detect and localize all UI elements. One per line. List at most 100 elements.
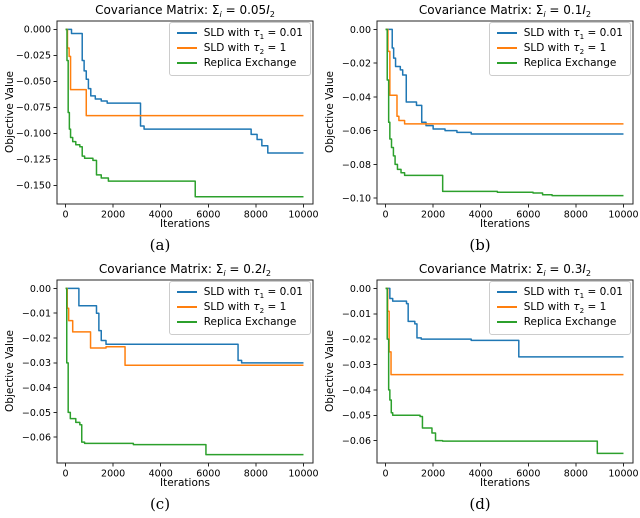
y-tick-label: −0.10 [342, 193, 371, 204]
legend-item-sld-tau2: SLD with τ2 = 1 [496, 300, 623, 315]
legend-item-sld-tau1: SLD with τ1 = 0.01 [176, 26, 303, 41]
text-part: 2 [269, 8, 275, 19]
x-tick-label: 2000 [421, 469, 445, 480]
text-part: τ [253, 286, 260, 298]
y-axis-label: Objective Value [4, 330, 16, 412]
x-tick-label: 10000 [288, 210, 318, 221]
legend-label: Replica Exchange [204, 56, 297, 70]
text-part: SLD with [523, 286, 574, 298]
x-tick-label: 6000 [516, 469, 540, 480]
text-part: = 1 [264, 301, 287, 314]
y-tick-label: −0.125 [16, 155, 51, 166]
subfigure-b: 0 2000 4000 6000 8000 10000 0.00 −0.02 −0.04 −0.0… [320, 0, 640, 259]
text-part: I [582, 3, 586, 17]
y-tick-label: −0.075 [16, 103, 51, 114]
text-part: Covariance Matrix: [98, 262, 216, 276]
text-part: SLD with [203, 27, 254, 39]
y-axis-label: Objective Value [324, 71, 336, 153]
x-tick-label: 4000 [469, 210, 493, 221]
text-part: τ [573, 301, 580, 314]
series-line-sld-tau1 [385, 287, 624, 358]
legend: SLD with τ1 = 0.01 SLD with τ2 = 1 Replica… [488, 281, 631, 335]
legend-label: SLD with τ2 = 1 [203, 300, 287, 315]
legend-item-replica-exchange: Replica Exchange [176, 315, 303, 329]
text-part: Replica Exchange [523, 316, 617, 329]
y-tick-label: −0.05 [342, 411, 371, 422]
y-tick-label: −0.02 [342, 59, 371, 70]
text-part: 2 [585, 8, 592, 19]
subfigure-c: 0 2000 4000 6000 8000 10000 0.00 −0.01 −0.02 −0.0… [0, 259, 320, 518]
x-tick-label: 2000 [101, 469, 125, 480]
y-tick-label: −0.04 [342, 92, 371, 103]
chart-title: Covariance Matrix: Σi = 0.05I2 [35, 3, 335, 19]
text-part: SLD with [203, 301, 254, 314]
text-part: = 1 [264, 42, 287, 55]
x-axis-label: Iterations [159, 477, 210, 489]
series-line-sld-tau1 [385, 28, 624, 135]
series-line-sld-tau1 [65, 287, 304, 364]
legend-item-sld-tau2: SLD with τ2 = 1 [176, 300, 303, 315]
legend-label: Replica Exchange [524, 56, 617, 70]
y-tick-label: −0.06 [342, 126, 371, 137]
text-part: = 0.05 [221, 3, 267, 17]
text-part: = 0.01 [584, 27, 623, 39]
legend-label: SLD with τ1 = 0.01 [203, 26, 303, 41]
text-part: Covariance Matrix: [418, 3, 536, 17]
x-axis-label: Iterations [159, 218, 210, 230]
legend-label: SLD with τ1 = 0.01 [523, 26, 623, 41]
text-part: = 0.2 [225, 262, 263, 276]
text-part: 2 [265, 267, 272, 278]
x-tick-label: 6000 [196, 210, 220, 221]
legend-line-swatch [496, 291, 517, 294]
legend-item-sld-tau1: SLD with τ1 = 0.01 [176, 285, 303, 300]
x-tick-label: 4000 [149, 210, 173, 221]
legend-line-swatch [176, 47, 197, 50]
text-part: I [262, 262, 266, 276]
text-part: 2 [579, 46, 585, 56]
text-part: i [543, 267, 546, 278]
x-tick-label: 0 [63, 210, 69, 221]
axes-frame [56, 20, 314, 205]
chart-title: Covariance Matrix: Σi = 0.1I2 [355, 3, 640, 19]
legend-label: SLD with τ2 = 1 [203, 41, 287, 56]
legend-item-replica-exchange: Replica Exchange [176, 56, 303, 70]
y-tick-label: −0.06 [342, 436, 371, 447]
text-part: SLD with [203, 286, 254, 298]
text-part: SLD with [523, 27, 574, 39]
text-part: τ [573, 286, 580, 298]
text-part: 1 [579, 290, 585, 300]
y-tick-label: −0.03 [22, 358, 51, 369]
x-axis-label: Iterations [479, 218, 530, 230]
x-tick-label: 8000 [244, 469, 268, 480]
x-tick-label: 4000 [149, 469, 173, 480]
text-part: i [223, 267, 226, 278]
text-part: τ [253, 42, 260, 55]
plot-canvas-b: 0 2000 4000 6000 8000 10000 0.00 −0.02 −0.04 −0.0… [342, 20, 639, 221]
text-part: Σ [535, 262, 544, 276]
y-tick-label: 0.00 [350, 25, 371, 36]
y-tick-label: −0.100 [16, 129, 51, 140]
y-tick-label: −0.150 [16, 181, 51, 192]
x-tick-label: 0 [383, 210, 389, 221]
text-part: = 0.3 [545, 262, 583, 276]
text-part: I [266, 3, 270, 17]
legend-label: Replica Exchange [524, 315, 617, 329]
text-part: Σ [211, 3, 220, 17]
y-tick-label: −0.03 [342, 360, 371, 371]
chart-title: Covariance Matrix: Σi = 0.3I2 [355, 262, 640, 278]
legend-label: SLD with τ1 = 0.01 [523, 285, 623, 300]
legend-line-swatch [176, 321, 197, 324]
text-part: = 0.01 [264, 286, 303, 298]
text-part: τ [573, 27, 580, 39]
subfigure-caption: (a) [149, 236, 171, 254]
legend-item-replica-exchange: Replica Exchange [496, 56, 623, 70]
text-part: = 0.1 [545, 3, 583, 17]
text-part: τ [253, 27, 260, 39]
x-axis-label: Iterations [479, 477, 530, 489]
text-part: SLD with [203, 42, 254, 55]
text-part: τ [253, 301, 260, 314]
text-part: Replica Exchange [203, 316, 297, 329]
x-tick-label: 10000 [608, 210, 638, 221]
text-part: SLD with [523, 301, 574, 314]
